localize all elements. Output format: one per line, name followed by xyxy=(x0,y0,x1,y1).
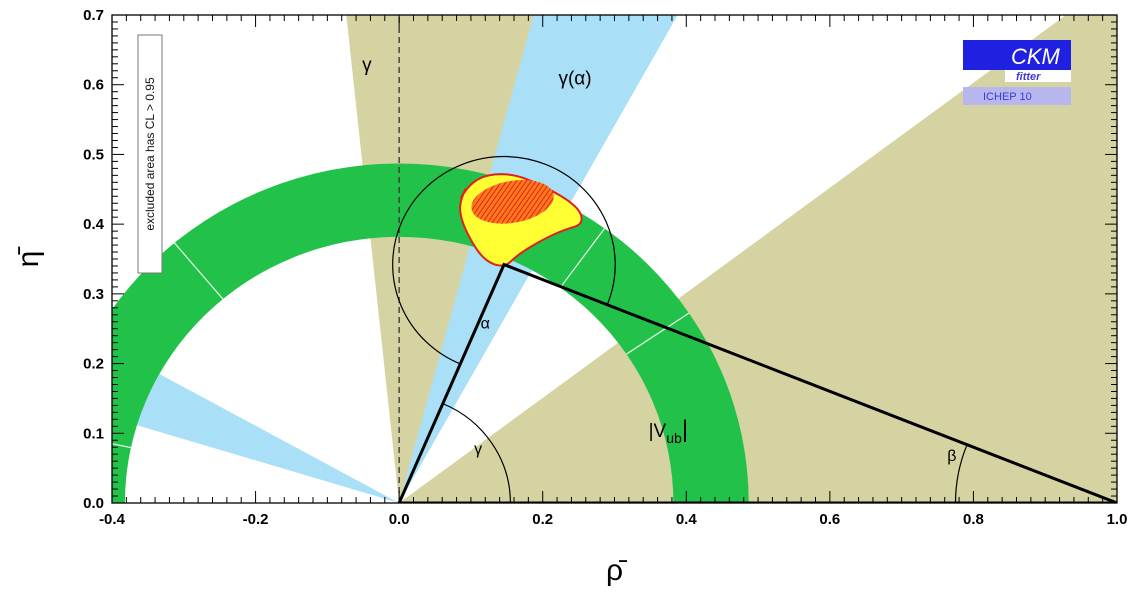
logo-conf-box xyxy=(963,87,1071,105)
gamma-arc xyxy=(442,403,512,503)
vub-close-bar: | xyxy=(682,416,688,443)
fit-region-inner xyxy=(471,180,554,224)
ring-separator-2 xyxy=(559,227,606,288)
angle-label: β xyxy=(947,448,956,465)
x-tick-label: 0.8 xyxy=(963,511,984,528)
note-box xyxy=(137,34,163,274)
triangle-lines xyxy=(397,262,1117,503)
axes: -0.4 -0.2 0.0 0.2 0.4 0.6 0.8 1.0 0.0 0.1 0.2 0.3 0.… xyxy=(83,7,1127,528)
logo-main-text: CKM xyxy=(1011,44,1061,69)
ring-separator-0 xyxy=(112,443,132,449)
y-tick-label: 0.3 xyxy=(83,286,104,303)
x-tick-label: 0.0 xyxy=(389,511,410,528)
constraint-bands xyxy=(112,15,1117,503)
ring-separator-3 xyxy=(626,312,690,355)
logo-main-box xyxy=(963,40,1071,70)
x-tick-label: 1.0 xyxy=(1107,511,1128,528)
gamma-band-label: γ xyxy=(362,55,372,76)
y-tick-label: 0.5 xyxy=(83,146,104,163)
chart-labels: γγ(α)|Vub|αβγ xyxy=(362,55,956,465)
y-tick-label: 0.7 xyxy=(83,7,104,24)
excluded-area-text: excluded area has CL > 0.95 xyxy=(143,77,157,231)
y-tick-label: 0.2 xyxy=(83,356,104,373)
vub-subscript: ub xyxy=(666,430,682,446)
angle-label: α xyxy=(481,316,490,333)
ckmfitter-logo: CKM fitter ICHEP 10 xyxy=(963,40,1071,105)
gamma-alpha-band-lower xyxy=(112,348,400,503)
y-tick-label: 0.6 xyxy=(83,77,104,94)
alpha-arc xyxy=(392,155,616,365)
gamma-alpha-band-label: γ(α) xyxy=(558,69,591,90)
x-axis-title: ρ̄ xyxy=(606,554,628,587)
ring-separator-1 xyxy=(173,242,224,300)
y-tick-label: 0.1 xyxy=(83,425,104,442)
x-tick-label: -0.4 xyxy=(99,511,126,528)
beta-arc xyxy=(954,444,968,503)
logo-conf-text: ICHEP 10 xyxy=(983,91,1032,103)
x-tick-label: 0.4 xyxy=(676,511,698,528)
logo-sub-text: fitter xyxy=(1016,71,1041,83)
x-tick-label: -0.2 xyxy=(243,511,269,528)
unitarity-triangle xyxy=(392,155,1117,503)
x-tick-label: 0.6 xyxy=(819,511,840,528)
excluded-area-note: excluded area has CL > 0.95 xyxy=(137,34,163,274)
gamma-band-lower xyxy=(399,15,1117,503)
logo-sub-box xyxy=(1005,70,1071,82)
angle-label: γ xyxy=(474,441,482,458)
y-tick-label: 0.4 xyxy=(83,216,105,233)
x-tick-label: 0.2 xyxy=(532,511,553,528)
y-tick-label: 0.0 xyxy=(83,495,104,512)
y-axis-title: η̄ xyxy=(12,246,45,268)
